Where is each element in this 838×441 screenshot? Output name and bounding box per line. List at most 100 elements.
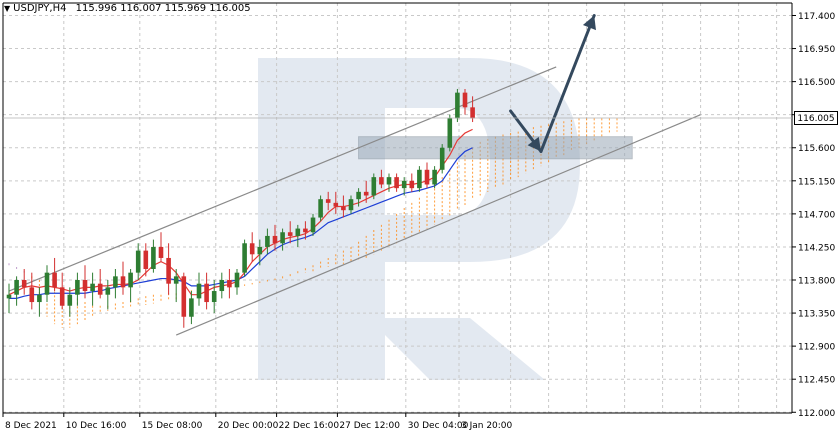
candle xyxy=(82,265,88,299)
candle-body xyxy=(75,280,80,295)
forecast-arrow-up-head xyxy=(582,15,596,31)
candle xyxy=(158,232,164,262)
y-tick-label: 115.600 xyxy=(798,144,835,154)
candle-body xyxy=(21,280,27,288)
candle-body xyxy=(135,250,141,273)
channel-line-lower xyxy=(175,114,701,336)
support-zone-rect xyxy=(358,136,633,160)
candle-body xyxy=(432,169,437,185)
candle xyxy=(211,280,217,314)
candle-body xyxy=(242,243,247,273)
candle xyxy=(105,280,111,310)
candle-body xyxy=(204,283,209,303)
candle xyxy=(379,169,384,189)
candle xyxy=(348,195,354,214)
ohlc-low: 115.969 xyxy=(164,3,207,14)
candle xyxy=(417,166,422,192)
chart-axes: 117.400116.950116.500116.050115.600115.1… xyxy=(2,2,835,431)
forecast-arrow-down-head xyxy=(527,136,541,152)
candle xyxy=(59,272,65,310)
forecast-arrow-up xyxy=(539,13,596,153)
candle xyxy=(287,221,293,244)
candle-body xyxy=(59,287,65,306)
candle-body xyxy=(181,276,187,317)
candle xyxy=(44,265,50,303)
candle xyxy=(409,173,415,192)
candle-body xyxy=(128,272,133,288)
candle xyxy=(120,261,126,295)
candle-body xyxy=(37,294,42,303)
candle xyxy=(181,272,187,328)
candle xyxy=(439,144,445,174)
y-tick-label: 114.700 xyxy=(798,210,835,220)
candle xyxy=(67,287,73,317)
candle xyxy=(151,239,156,273)
support-zone xyxy=(358,136,633,160)
candle xyxy=(135,243,141,281)
candle-body xyxy=(356,191,361,200)
candle xyxy=(143,243,149,277)
candle-body xyxy=(363,191,369,196)
candle xyxy=(128,268,133,303)
candle xyxy=(455,88,460,123)
candle-body xyxy=(341,206,346,211)
y-tick-label: 114.250 xyxy=(798,243,835,253)
x-tick-label: 22 Dec 16:00 xyxy=(279,421,340,431)
candle-body xyxy=(234,272,240,288)
candle xyxy=(173,268,179,303)
x-tick-label: 20 Dec 00:00 xyxy=(218,421,279,431)
y-tick-label: 113.350 xyxy=(798,310,835,320)
candle xyxy=(394,173,399,192)
candle xyxy=(341,195,346,218)
kijun-line xyxy=(9,147,473,299)
candle-body xyxy=(280,232,285,244)
grid-lines xyxy=(2,3,792,413)
candle-body xyxy=(295,228,301,236)
y-tick-label: 112.000 xyxy=(798,409,835,419)
candle xyxy=(75,272,80,306)
candle-body xyxy=(211,291,217,303)
candle xyxy=(90,272,95,306)
candle xyxy=(401,177,407,196)
symbol-timeframe: USDJPY,H4 xyxy=(13,3,67,14)
candle xyxy=(227,268,232,299)
candle-body xyxy=(82,280,88,292)
candle xyxy=(356,188,361,207)
candle xyxy=(234,268,240,295)
ohlc-open: 115.996 xyxy=(75,3,117,14)
candle-body xyxy=(249,243,255,255)
candle xyxy=(363,180,369,203)
candle-body xyxy=(371,177,377,196)
candle-body xyxy=(310,217,316,233)
candle-body xyxy=(272,235,278,244)
candle xyxy=(318,195,323,222)
candle xyxy=(424,162,430,189)
candle xyxy=(371,173,377,200)
candle-body xyxy=(196,283,202,299)
y-tick-label: 117.400 xyxy=(798,12,835,22)
candle-body xyxy=(113,276,118,288)
candle xyxy=(333,191,339,214)
chart-header: ▼ USDJPY,H4 115.996 116.007 115.969 116.0… xyxy=(4,3,251,14)
candle xyxy=(166,243,171,295)
candle xyxy=(189,291,194,325)
y-tick-label: 115.150 xyxy=(798,177,835,187)
candle-body xyxy=(6,294,12,299)
candle-body xyxy=(348,199,354,211)
candle xyxy=(325,191,331,211)
candle-body xyxy=(173,276,179,284)
candle-body xyxy=(401,180,407,189)
candle-body xyxy=(29,287,35,303)
candle xyxy=(52,257,57,292)
candle xyxy=(310,213,316,236)
candle xyxy=(21,268,27,295)
candle xyxy=(6,283,12,314)
candle xyxy=(280,228,285,251)
symbol-dropdown-icon[interactable]: ▼ xyxy=(4,4,11,13)
y-tick-label: 113.800 xyxy=(798,277,835,287)
candle xyxy=(37,287,42,317)
candle xyxy=(204,272,209,310)
candle xyxy=(97,268,103,299)
